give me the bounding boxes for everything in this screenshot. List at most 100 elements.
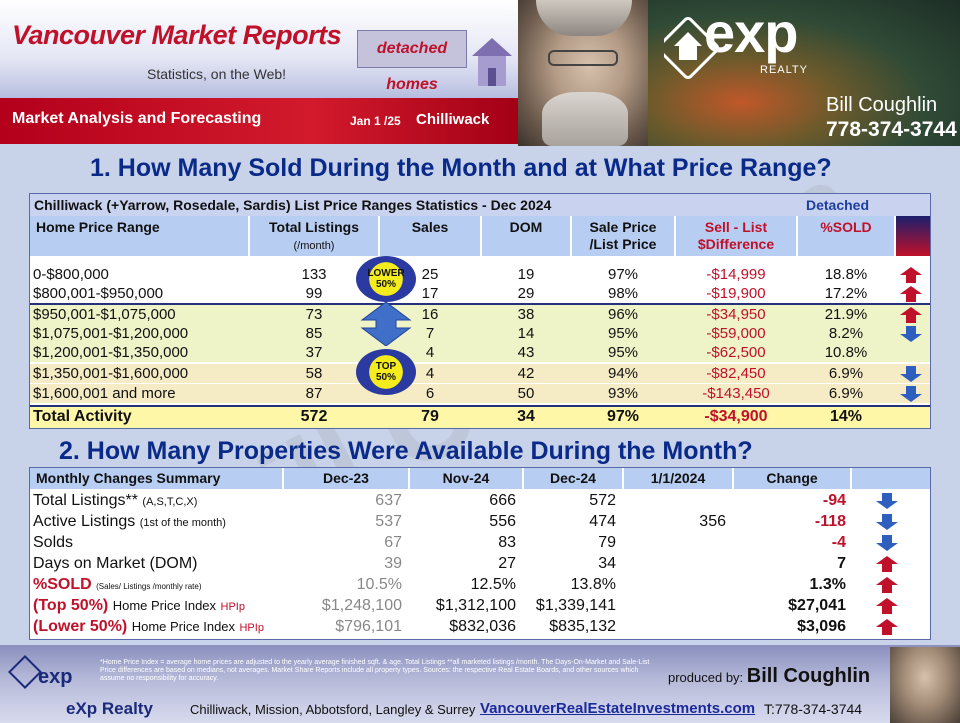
cell-listings: 99 <box>305 285 323 302</box>
trend-down-icon <box>900 366 922 382</box>
table-row: Total Listings** (A,S,T,C,X) 637 666 572 -94 <box>30 490 930 511</box>
col-header-change: Change <box>734 468 850 489</box>
row-label: Total Listings** (A,S,T,C,X) <box>33 492 198 509</box>
cell-c2: 556 <box>489 513 516 530</box>
cell-sales: 17 <box>421 285 439 302</box>
footer-areas: Chilliwack, Mission, Abbotsford, Langley… <box>190 702 476 717</box>
header: Vancouver Market Reports Statistics, on … <box>0 0 960 146</box>
cell-dom: 19 <box>517 266 535 283</box>
cell-ratio: 95% <box>607 325 639 342</box>
row-label: (Top 50%) Home Price Index HPIp <box>33 597 245 614</box>
cell-c3: 34 <box>598 555 616 572</box>
footer-url-link[interactable]: VancouverRealEstateInvestments.com <box>480 700 756 717</box>
cell-listings: 87 <box>305 385 323 402</box>
red-band: Market Analysis and Forecasting Jan 1 /2… <box>0 98 518 144</box>
table-row: Active Listings (1st of the month) 537 556… <box>30 511 930 532</box>
table-row: %SOLD (Sales/ Listings /monthly rate) 10.… <box>30 574 930 595</box>
top-50-badge: TOP 50% <box>356 349 416 395</box>
col-header-summary: Monthly Changes Summary <box>30 468 282 489</box>
total-diff: -$34,900 <box>704 408 768 425</box>
cell-dom: 50 <box>517 385 535 402</box>
table-row: $950,001-$1,075,000 73 16 38 96% -$34,950 21.9… <box>30 305 930 324</box>
double-arrow-icon <box>360 302 412 346</box>
agent-portrait <box>518 0 648 146</box>
cell-c2: 12.5% <box>470 576 516 593</box>
header-color-bar <box>896 216 930 256</box>
cell-dom: 43 <box>517 344 535 361</box>
divider <box>30 303 930 305</box>
cell-listings: 133 <box>301 266 327 283</box>
footer-disclaimer: *Home Price Index = average home prices … <box>100 659 650 682</box>
trend-up-icon <box>876 619 898 635</box>
cell-c2: 83 <box>498 534 516 551</box>
cell-change: $3,096 <box>797 618 846 635</box>
trend-down-icon <box>900 386 922 402</box>
trend-up-icon <box>876 598 898 614</box>
cell-range: $800,001-$950,000 <box>33 285 164 302</box>
cell-ratio: 94% <box>607 365 639 382</box>
table-row: $800,001-$950,000 99 17 29 98% -$19,900 17.2% <box>30 284 930 303</box>
trend-down-icon <box>876 535 898 551</box>
cell-diff: -$19,900 <box>706 285 766 302</box>
row-label: Days on Market (DOM) <box>33 555 198 572</box>
brand-subtitle: Statistics, on the Web! <box>147 66 287 82</box>
cell-c3: 474 <box>589 513 616 530</box>
cell-diff: -$59,000 <box>706 325 766 342</box>
footer-portrait <box>890 647 960 723</box>
divider <box>30 405 930 407</box>
cell-c2: $832,036 <box>449 618 516 635</box>
cell-pct: 8.2% <box>828 325 864 342</box>
cell-change: -118 <box>814 513 846 530</box>
cell-sales: 4 <box>425 365 435 382</box>
cell-change: -4 <box>831 534 846 551</box>
cell-ratio: 93% <box>607 385 639 402</box>
trend-down-icon <box>876 514 898 530</box>
cell-diff: -$62,500 <box>706 344 766 361</box>
brand-title: Vancouver Market Reports <box>12 20 342 50</box>
house-icon <box>472 38 512 86</box>
total-listings: 572 <box>300 408 328 425</box>
cell-change: $27,041 <box>788 597 846 614</box>
trend-up-icon <box>900 267 922 283</box>
cell-c1: $796,101 <box>335 618 402 635</box>
cell-pct: 17.2% <box>824 285 868 302</box>
col-header-diff: Sell - List $Difference <box>676 216 796 256</box>
cell-c1: 39 <box>384 555 402 572</box>
col-header-dec23: Dec-23 <box>284 468 408 489</box>
cell-c1: 67 <box>384 534 402 551</box>
cell-c2: $1,312,100 <box>435 597 516 614</box>
footer: exp *Home Price Index = average home pri… <box>0 645 960 723</box>
table-row: $1,600,001 and more 87 6 50 93% -$143,450 6.9% <box>30 384 930 403</box>
row-label: (Lower 50%) Home Price Index HPIp <box>33 618 264 635</box>
col-header-dec24: Dec-24 <box>524 468 622 489</box>
footer-brand: eXp Realty <box>66 699 153 718</box>
table-caption: Chilliwack (+Yarrow, Rosedale, Sardis) L… <box>30 194 930 216</box>
exp-panel <box>648 0 960 146</box>
cell-c3: $1,339,141 <box>535 597 616 614</box>
table-row: $1,350,001-$1,600,000 58 4 42 94% -$82,450 6.9… <box>30 364 930 383</box>
cell-c1: $1,248,100 <box>321 597 402 614</box>
report-date: Jan 1 /25 <box>350 114 401 128</box>
col-header-pct-sold: %SOLD <box>798 216 894 256</box>
row-label: %SOLD (Sales/ Listings /monthly rate) <box>33 576 202 593</box>
cell-change: 1.3% <box>809 576 846 593</box>
cell-diff: -$82,450 <box>706 365 766 382</box>
footer-producer: produced by: Bill Coughlin <box>668 665 871 687</box>
cell-listings: 73 <box>305 306 323 323</box>
svg-text:exp: exp <box>38 666 72 688</box>
table-caption-type: Detached <box>806 197 870 213</box>
monthly-changes-table: Monthly Changes Summary Dec-23 Nov-24 De… <box>29 467 931 640</box>
table-caption-text: Chilliwack (+Yarrow, Rosedale, Sardis) L… <box>34 197 552 213</box>
price-range-table: Chilliwack (+Yarrow, Rosedale, Sardis) L… <box>29 193 931 429</box>
total-range: Total Activity <box>33 408 132 425</box>
cell-c1: 637 <box>375 492 402 509</box>
cell-c3: $835,132 <box>549 618 616 635</box>
cell-c1: 10.5% <box>356 576 402 593</box>
exp-house-icon <box>664 17 719 79</box>
cell-c3: 79 <box>598 534 616 551</box>
cell-c2: 27 <box>498 555 516 572</box>
row-label: Solds <box>33 534 74 551</box>
trend-down-icon <box>900 326 922 342</box>
cell-c3: 572 <box>589 492 616 509</box>
cell-ratio: 96% <box>607 306 639 323</box>
